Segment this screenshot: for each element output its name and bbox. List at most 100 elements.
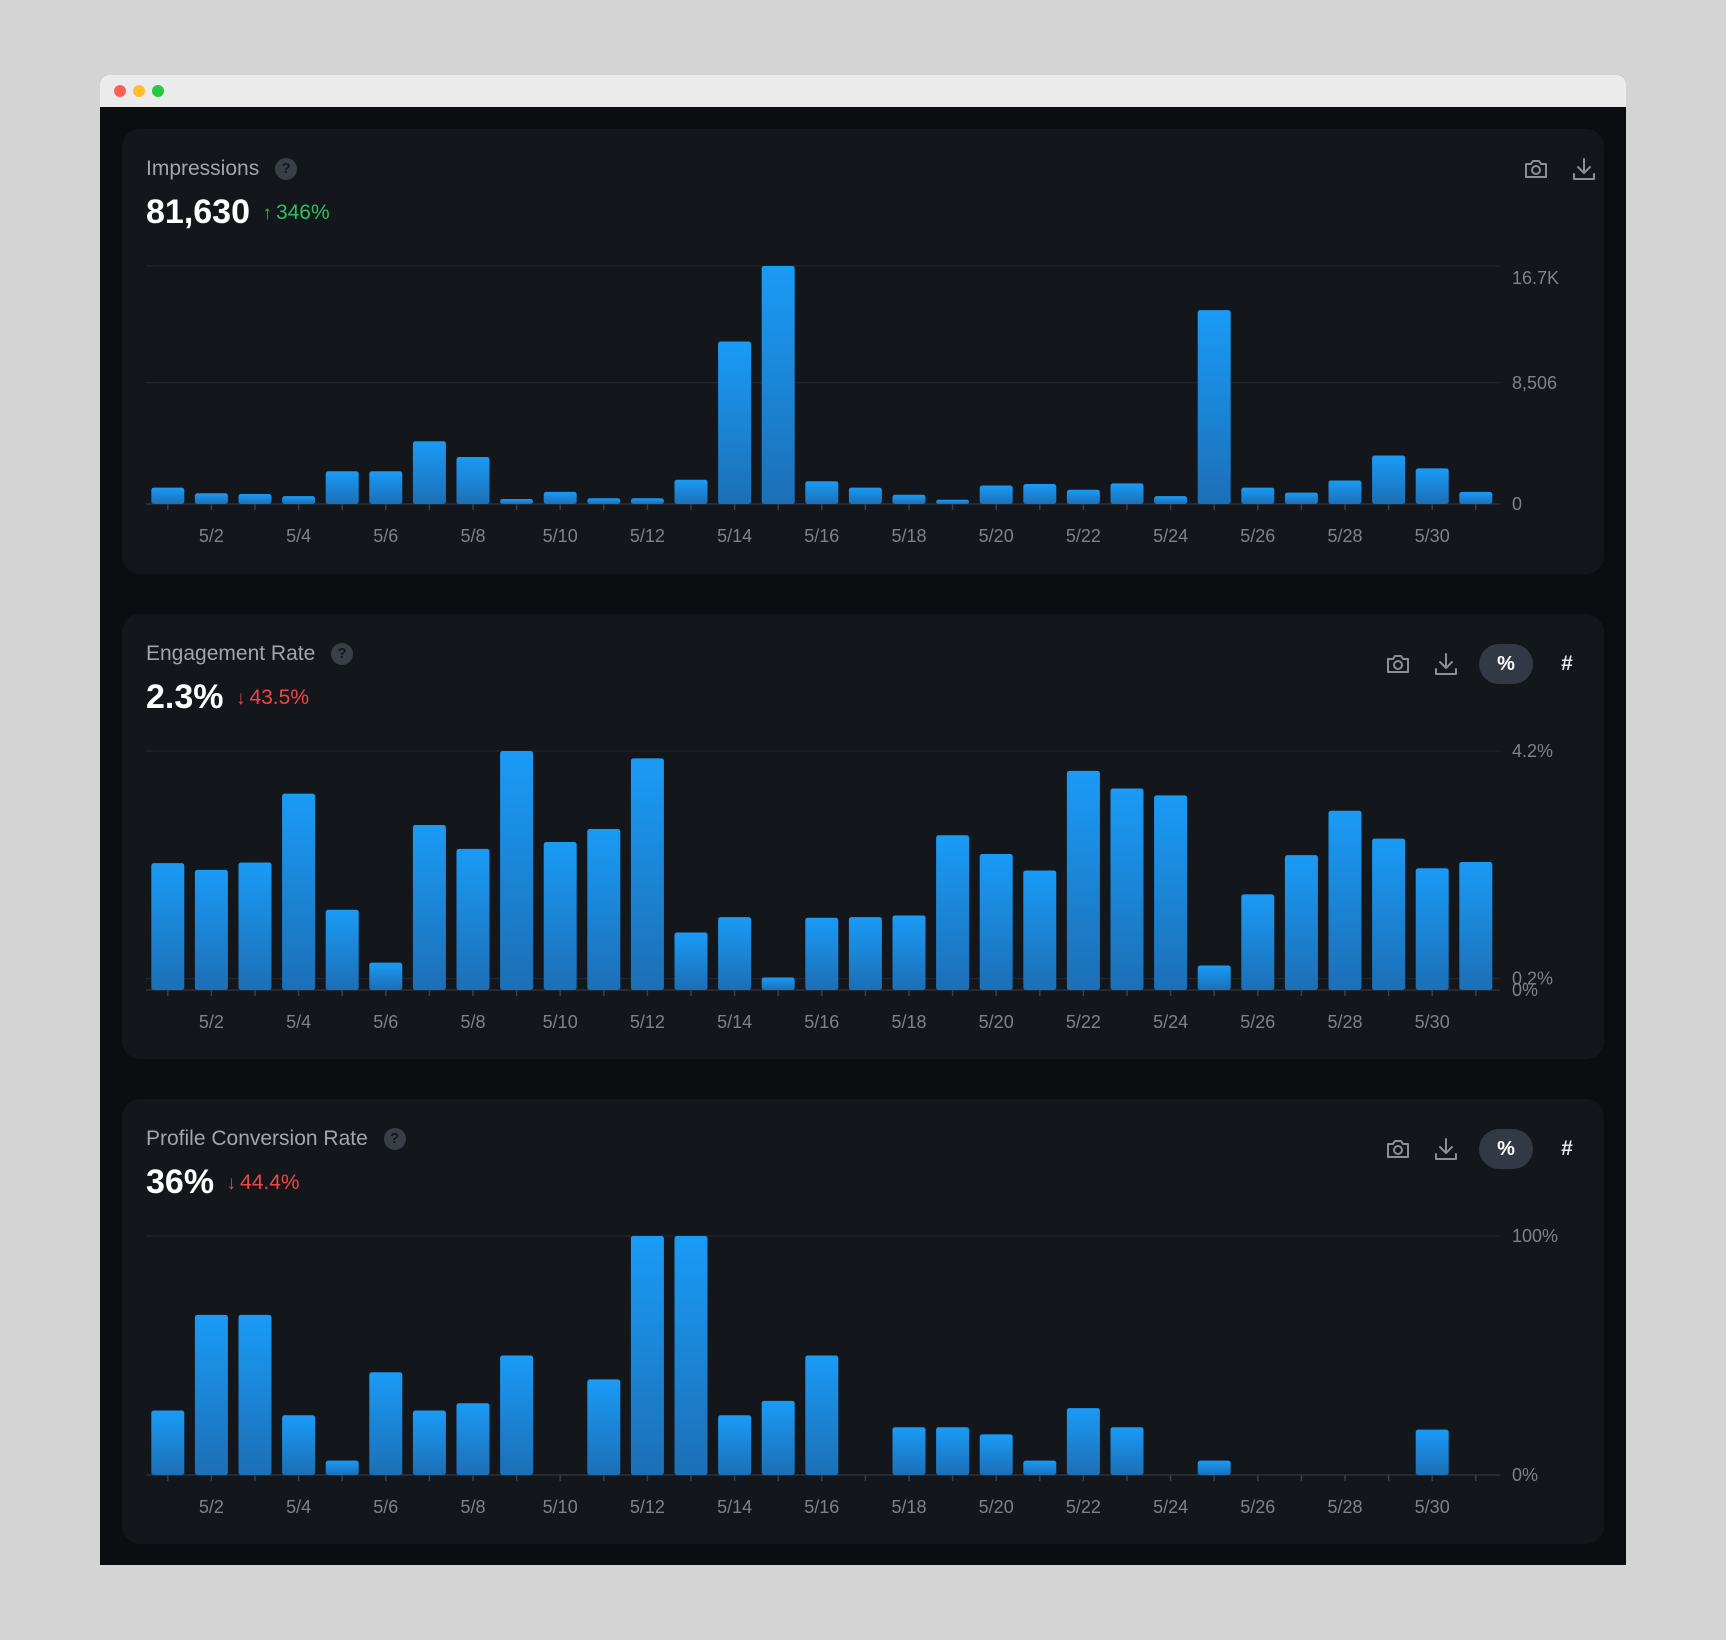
bar-5-2[interactable]	[194, 1314, 228, 1475]
bar-5-5[interactable]	[325, 1460, 359, 1475]
bar-5-20[interactable]	[979, 485, 1013, 504]
bar-5-14[interactable]	[718, 341, 752, 504]
bar-5-16[interactable]	[805, 917, 839, 990]
bar-5-5[interactable]	[325, 471, 359, 504]
bar-5-6[interactable]	[369, 1372, 403, 1475]
bar-5-29[interactable]	[1372, 455, 1406, 504]
bar-5-19[interactable]	[936, 1427, 970, 1475]
bar-5-21[interactable]	[1023, 870, 1057, 991]
count-toggle[interactable]: #	[1561, 652, 1573, 675]
bar-5-26[interactable]	[1241, 487, 1275, 504]
bar-5-9[interactable]	[500, 499, 534, 504]
count-toggle[interactable]: #	[1561, 1137, 1573, 1160]
close-window-button[interactable]	[114, 85, 126, 97]
bar-5-18[interactable]	[892, 915, 926, 990]
minimize-window-button[interactable]	[133, 85, 145, 97]
bar-5-26[interactable]	[1241, 894, 1275, 990]
bar-5-30[interactable]	[1415, 468, 1449, 504]
bar-5-4[interactable]	[282, 1415, 316, 1475]
bar-5-9[interactable]	[500, 751, 534, 990]
bar-5-3[interactable]	[238, 862, 272, 990]
bar-5-24[interactable]	[1154, 795, 1188, 990]
maximize-window-button[interactable]	[152, 85, 164, 97]
bar-5-6[interactable]	[369, 471, 403, 504]
camera-button[interactable]	[1380, 644, 1416, 684]
bar-5-15[interactable]	[761, 977, 795, 990]
camera-button[interactable]	[1518, 149, 1554, 189]
bar-5-12[interactable]	[630, 1236, 664, 1475]
bar-5-20[interactable]	[979, 1434, 1013, 1475]
bar-5-2[interactable]	[194, 493, 228, 504]
bar-5-31[interactable]	[1459, 491, 1493, 504]
bar-5-4[interactable]	[282, 496, 316, 504]
bar-5-14[interactable]	[718, 1415, 752, 1475]
bar-5-8[interactable]	[456, 456, 490, 504]
bar-5-6[interactable]	[369, 962, 403, 990]
bar-5-11[interactable]	[587, 1379, 621, 1475]
help-icon[interactable]: ?	[275, 158, 298, 180]
bar-5-7[interactable]	[412, 441, 446, 504]
bar-5-16[interactable]	[805, 1355, 839, 1476]
bar-5-7[interactable]	[412, 824, 446, 990]
bar-5-4[interactable]	[282, 793, 316, 990]
bar-5-19[interactable]	[936, 835, 970, 990]
bar-5-1[interactable]	[151, 487, 185, 504]
bar-5-1[interactable]	[151, 863, 185, 990]
bar-5-13[interactable]	[674, 479, 708, 504]
bar-5-15[interactable]	[761, 1400, 795, 1475]
bar-5-15[interactable]	[761, 266, 795, 504]
bar-5-13[interactable]	[674, 932, 708, 990]
bar-5-18[interactable]	[892, 1427, 926, 1475]
download-button[interactable]	[1428, 1129, 1464, 1169]
percent-toggle[interactable]: %	[1479, 644, 1533, 684]
percent-toggle[interactable]: %	[1479, 1129, 1533, 1169]
bar-5-22[interactable]	[1066, 489, 1100, 504]
bar-5-28[interactable]	[1328, 810, 1362, 990]
bar-5-11[interactable]	[587, 828, 621, 990]
bar-5-21[interactable]	[1023, 484, 1057, 504]
bar-5-31[interactable]	[1459, 861, 1493, 990]
bar-5-7[interactable]	[412, 1410, 446, 1475]
bar-5-30[interactable]	[1415, 868, 1449, 990]
bar-5-22[interactable]	[1066, 770, 1100, 990]
bar-5-11[interactable]	[587, 498, 621, 504]
bar-5-10[interactable]	[543, 491, 577, 504]
bar-5-13[interactable]	[674, 1236, 708, 1475]
bar-5-14[interactable]	[718, 917, 752, 990]
bar-5-1[interactable]	[151, 1410, 185, 1475]
help-icon[interactable]: ?	[383, 1128, 406, 1150]
bar-5-2[interactable]	[194, 869, 228, 990]
bar-5-23[interactable]	[1110, 788, 1144, 990]
bar-5-20[interactable]	[979, 853, 1013, 990]
bar-5-17[interactable]	[848, 917, 882, 990]
bar-5-17[interactable]	[848, 487, 882, 504]
bar-5-25[interactable]	[1197, 1460, 1231, 1475]
bar-5-28[interactable]	[1328, 480, 1362, 504]
bar-5-22[interactable]	[1066, 1408, 1100, 1475]
help-icon[interactable]: ?	[331, 643, 354, 665]
download-button[interactable]	[1566, 149, 1602, 189]
bar-5-21[interactable]	[1023, 1460, 1057, 1475]
bar-5-25[interactable]	[1197, 310, 1231, 504]
bar-5-12[interactable]	[630, 758, 664, 990]
bar-5-27[interactable]	[1284, 492, 1318, 504]
bar-5-10[interactable]	[543, 842, 577, 990]
bar-5-12[interactable]	[630, 498, 664, 504]
bar-5-27[interactable]	[1284, 855, 1318, 990]
download-button[interactable]	[1428, 644, 1464, 684]
bar-5-25[interactable]	[1197, 965, 1231, 990]
bar-5-8[interactable]	[456, 848, 490, 990]
bar-5-18[interactable]	[892, 494, 926, 504]
bar-5-9[interactable]	[500, 1355, 534, 1476]
bar-5-3[interactable]	[238, 494, 272, 504]
bar-5-19[interactable]	[936, 499, 970, 504]
bar-5-23[interactable]	[1110, 483, 1144, 504]
bar-5-23[interactable]	[1110, 1427, 1144, 1475]
bar-5-16[interactable]	[805, 481, 839, 504]
bar-5-8[interactable]	[456, 1403, 490, 1475]
bar-5-29[interactable]	[1372, 838, 1406, 990]
camera-button[interactable]	[1380, 1129, 1416, 1169]
bar-5-3[interactable]	[238, 1314, 272, 1475]
bar-5-30[interactable]	[1415, 1429, 1449, 1475]
bar-5-5[interactable]	[325, 909, 359, 990]
